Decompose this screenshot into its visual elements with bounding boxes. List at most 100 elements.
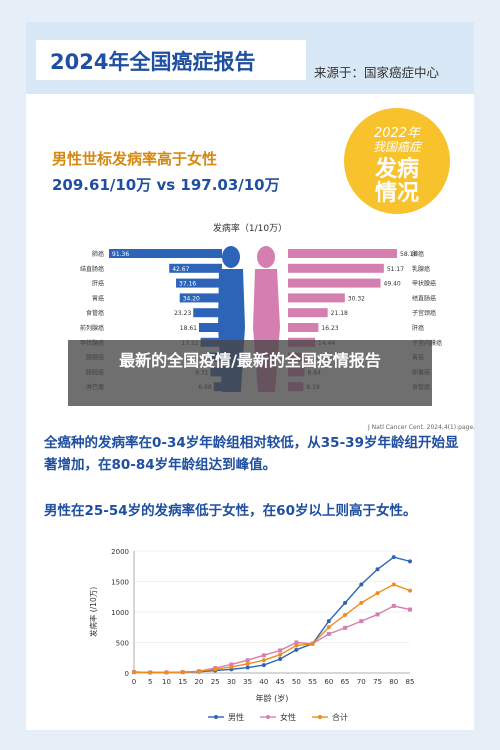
legend-marker-1 — [266, 715, 270, 719]
female-bar — [288, 263, 384, 273]
female-category-label: 甲状腺癌 — [412, 280, 436, 288]
badge-main: 发病 情况 — [344, 158, 450, 206]
badge-line4: 情况 — [374, 181, 419, 206]
series-point-2 — [148, 670, 153, 675]
badge-year: 2022年 — [373, 126, 421, 141]
x-tick-label: 10 — [162, 678, 171, 686]
male-bar — [176, 278, 222, 288]
series-point-2 — [164, 670, 169, 675]
x-tick-label: 75 — [373, 678, 382, 686]
x-tick-label: 30 — [227, 678, 236, 686]
series-point-1 — [391, 603, 396, 608]
subheadline: 209.61/10万 vs 197.03/10万 — [52, 176, 280, 194]
male-figure-head — [222, 246, 240, 268]
series-point-2 — [310, 641, 315, 646]
x-axis-label: 年龄 (岁) — [256, 693, 289, 703]
male-bar — [193, 308, 222, 318]
male-category-label: 肝癌 — [92, 280, 104, 288]
series-point-2 — [326, 625, 331, 630]
female-category-label: 子宫颈癌 — [412, 309, 436, 317]
y-tick-label: 0 — [125, 670, 129, 678]
title-box: 2024年全国癌症报告 — [36, 40, 306, 80]
male-bar — [179, 293, 222, 303]
male-value-label: 18.61 — [180, 325, 197, 332]
x-tick-label: 70 — [357, 678, 366, 686]
female-value-label: 21.18 — [331, 310, 348, 317]
badge-subtitle: 我国癌症 — [372, 140, 421, 154]
y-tick-label: 500 — [116, 640, 129, 648]
male-bar — [169, 263, 222, 273]
female-value-label: 51.17 — [387, 266, 404, 273]
x-tick-label: 50 — [292, 678, 301, 686]
series-point-2 — [343, 613, 348, 618]
male-category-label: 结直肠癌 — [80, 265, 104, 273]
series-point-0 — [375, 567, 380, 572]
series-line-0 — [133, 556, 411, 674]
female-bar — [288, 293, 345, 303]
female-value-label: 16.23 — [321, 325, 338, 332]
male-category-label: 肺癌 — [92, 250, 104, 258]
female-bar — [288, 278, 381, 288]
series-point-0 — [391, 555, 396, 560]
x-tick-label: 5 — [148, 678, 152, 686]
series-point-0 — [245, 665, 250, 670]
series-point-0 — [326, 619, 331, 624]
series-point-0 — [359, 582, 364, 587]
age-incidence-line-chart: 0 500 1000 1500 2000 0 5 10 15 20 25 30 35 40 45 50 55 60… — [88, 548, 415, 722]
series-point-0 — [278, 656, 283, 661]
female-bar — [288, 323, 319, 332]
series-point-1 — [326, 631, 331, 636]
series-line-2 — [133, 583, 411, 674]
x-tick-label: 25 — [211, 678, 220, 686]
male-category-label: 前列腺癌 — [80, 324, 104, 332]
series-point-2 — [196, 669, 201, 674]
series-point-1 — [359, 619, 364, 624]
female-category-label: 肺癌 — [412, 250, 424, 258]
series-point-1 — [245, 658, 250, 663]
series-point-1 — [229, 662, 234, 667]
series-point-1 — [408, 607, 412, 612]
y-axis-label: 发病率 (/10万) — [88, 587, 98, 637]
series-point-1 — [261, 653, 266, 658]
series-point-2 — [180, 670, 185, 675]
x-tick-label: 35 — [243, 678, 252, 686]
y-tick-label: 2000 — [111, 548, 129, 556]
series-point-2 — [408, 588, 412, 593]
x-tick-label: 15 — [178, 678, 187, 686]
x-tick-label: 20 — [194, 678, 203, 686]
female-bar — [288, 249, 397, 258]
series-point-0 — [261, 663, 266, 668]
series-point-2 — [278, 652, 283, 657]
male-value-label: 42.67 — [172, 266, 189, 273]
legend-marker-0 — [214, 715, 218, 719]
x-tick-label: 85 — [406, 678, 415, 686]
male-value-label: 37.16 — [179, 281, 196, 288]
male-value-label: 23.23 — [174, 310, 191, 317]
male-bar — [109, 249, 222, 258]
female-value-label: 30.32 — [348, 295, 365, 302]
series-point-1 — [375, 612, 380, 617]
series-point-0 — [408, 559, 412, 564]
overlay-banner: 最新的全国疫情/最新的全国疫情报告 — [68, 340, 432, 406]
female-value-label: 49.40 — [384, 281, 401, 288]
series-point-2 — [261, 658, 266, 663]
series-point-0 — [343, 600, 348, 605]
series-point-2 — [375, 591, 380, 596]
female-bar — [288, 308, 328, 318]
series-point-0 — [294, 647, 299, 652]
series-point-2 — [213, 667, 218, 672]
female-category-label: 肝癌 — [412, 324, 424, 332]
legend-label-2: 合计 — [332, 712, 348, 722]
series-point-1 — [294, 640, 299, 645]
report-title: 2024年全国癌症报告 — [50, 50, 256, 74]
x-tick-label: 65 — [341, 678, 350, 686]
y-tick-label: 1000 — [111, 609, 129, 617]
female-category-label: 结直肠癌 — [412, 294, 436, 302]
series-point-2 — [359, 600, 364, 605]
male-bar — [198, 323, 222, 332]
male-value-label: 34.20 — [183, 295, 200, 302]
header-band: 2024年全国癌症报告 来源于：国家癌症中心 — [26, 22, 474, 94]
x-tick-label: 40 — [259, 678, 268, 686]
y-tick-label: 1500 — [111, 579, 129, 587]
paragraph-1: 全癌种的发病率在0-34岁年龄组相对较低，从35-39岁年龄组开始显著增加，在8… — [44, 435, 459, 473]
